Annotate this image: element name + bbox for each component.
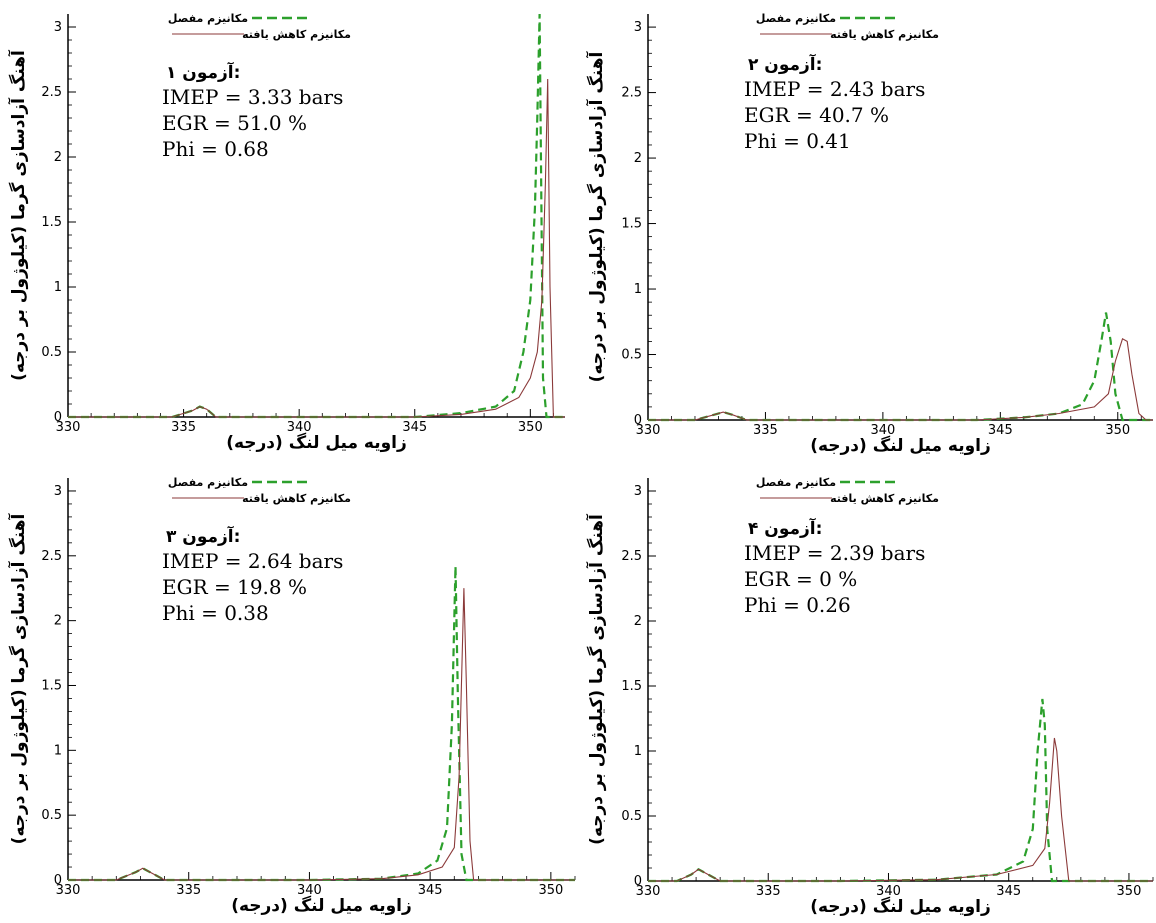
chart-svg: 330 335 340 345 350 0 0.5 1 1.5 2 2.5 3 زاویه میل لن…	[585, 12, 1153, 456]
x-tick-label: 350	[538, 883, 563, 898]
y-tick-label: 0	[634, 874, 642, 889]
series-reduced-line	[648, 337, 1153, 421]
chart-svg: 330 335 340 345 350 0 0.5 1 1.5 2 2.5 3 زاویه میل لن…	[585, 476, 1154, 917]
x-tick-label: 335	[753, 423, 778, 438]
legend-label-reduced: مکانیزم کاهش یافته	[242, 492, 351, 505]
series-reduced-line	[68, 588, 575, 881]
y-tick-label: 3	[54, 20, 62, 35]
y-tick-label: 0	[54, 410, 62, 425]
x-tick-label: 340	[876, 884, 901, 899]
y-tick-label: 2.5	[621, 86, 642, 101]
y-tick-label: 2	[634, 151, 642, 166]
series-detailed-line	[68, 566, 575, 882]
series-reduced-line	[68, 78, 565, 418]
y-tick-label: 0.5	[621, 348, 642, 363]
y-tick-label: 1	[634, 744, 642, 759]
y-tick-label: 2	[54, 150, 62, 165]
y-tick-label: 2.5	[621, 549, 642, 564]
y-tick-label: 1	[634, 282, 642, 297]
x-axis-label: زاویه میل لنگ (درجه)	[810, 896, 991, 917]
x-tick-label: 335	[171, 420, 196, 435]
y-axis-label: آهنگ آزادسازی گرما (کیلوژول بر درجه)	[7, 49, 29, 381]
chart-panel-test-3: 330 335 340 345 350 0 0.5 1 1.5 2 2.5 3 زاویه میل لن…	[0, 464, 578, 923]
y-tick-label: 1.5	[41, 215, 62, 230]
y-tick-label: 0	[54, 873, 62, 888]
annotation-line: Phi = 0.38	[162, 601, 269, 625]
annotation-title: آزمون ۱:	[166, 61, 240, 83]
y-tick-label: 0.5	[41, 345, 62, 360]
x-tick-label: 340	[297, 883, 322, 898]
x-tick-label: 330	[636, 884, 661, 899]
annotation-line: Phi = 0.68	[162, 137, 269, 161]
x-tick-label: 350	[518, 420, 543, 435]
chart-svg: 330 335 340 345 350 0 0.5 1 1.5 2 2.5 3 زاویه میل لن…	[7, 12, 565, 453]
chart-panel-test-1: 330 335 340 345 350 0 0.5 1 1.5 2 2.5 3 زاویه میل لن…	[0, 0, 578, 459]
x-tick-label: 330	[636, 423, 661, 438]
y-tick-label: 2.5	[41, 549, 62, 564]
legend-label-reduced: مکانیزم کاهش یافته	[242, 28, 351, 41]
series-detailed-line	[68, 13, 565, 419]
chart-panel-test-4: 330 335 340 345 350 0 0.5 1 1.5 2 2.5 3 زاویه میل لن…	[578, 464, 1156, 923]
x-tick-label: 350	[1117, 884, 1142, 899]
annotation-line: IMEP = 2.64 bars	[162, 549, 343, 573]
y-axis-label: آهنگ آزادسازی گرما (کیلوژول بر درجه)	[585, 51, 607, 383]
x-tick-label: 330	[56, 883, 81, 898]
annotation-line: EGR = 0 %	[744, 567, 857, 591]
y-tick-label: 2	[54, 614, 62, 629]
annotation-title: آزمون ۴:	[748, 517, 822, 539]
annotation-line: EGR = 19.8 %	[162, 575, 307, 599]
y-tick-label: 1	[54, 280, 62, 295]
annotation-line: IMEP = 2.39 bars	[744, 541, 925, 565]
x-tick-label: 350	[1105, 423, 1130, 438]
annotation-title: آزمون ۳:	[166, 525, 240, 547]
annotation-line: Phi = 0.41	[744, 129, 851, 153]
annotation-line: IMEP = 2.43 bars	[744, 77, 925, 101]
x-axis-label: زاویه میل لنگ (درجه)	[226, 432, 407, 453]
annotation-line: Phi = 0.26	[744, 593, 851, 617]
y-tick-label: 2.5	[41, 85, 62, 100]
x-tick-label: 345	[996, 884, 1021, 899]
legend-label-detailed: مکانیزم مفصل	[756, 12, 836, 25]
annotation-title: آزمون ۲:	[748, 53, 822, 75]
x-axis-label: زاویه میل لنگ (درجه)	[231, 895, 412, 916]
legend-label-detailed: مکانیزم مفصل	[168, 476, 248, 489]
chart-svg: 330 335 340 345 350 0 0.5 1 1.5 2 2.5 3 زاویه میل لن…	[7, 476, 576, 916]
annotation-line: EGR = 40.7 %	[744, 103, 889, 127]
y-tick-label: 0.5	[621, 809, 642, 824]
y-tick-label: 1.5	[621, 679, 642, 694]
y-axis-label: آهنگ آزادسازی گرما (کیلوژول بر درجه)	[585, 513, 607, 845]
legend-label-detailed: مکانیزم مفصل	[168, 12, 248, 25]
y-tick-label: 0.5	[41, 808, 62, 823]
y-axis-label: آهنگ آزادسازی گرما (کیلوژول بر درجه)	[7, 513, 29, 845]
annotation-line: EGR = 51.0 %	[162, 111, 307, 135]
legend-label-detailed: مکانیزم مفصل	[756, 476, 836, 489]
x-tick-label: 345	[418, 883, 443, 898]
x-tick-label: 330	[56, 420, 81, 435]
legend-label-reduced: مکانیزم کاهش یافته	[830, 28, 939, 41]
x-tick-label: 335	[176, 883, 201, 898]
y-tick-label: 3	[634, 20, 642, 35]
y-tick-label: 3	[634, 484, 642, 499]
y-tick-label: 1.5	[621, 217, 642, 232]
x-tick-label: 345	[988, 423, 1013, 438]
annotation-line: IMEP = 3.33 bars	[162, 85, 343, 109]
x-tick-label: 340	[287, 420, 312, 435]
y-tick-label: 2	[634, 614, 642, 629]
legend-label-reduced: مکانیزم کاهش یافته	[830, 492, 939, 505]
x-tick-label: 345	[402, 420, 427, 435]
y-tick-label: 3	[54, 484, 62, 499]
series-reduced-line	[648, 737, 1153, 882]
x-tick-label: 340	[870, 423, 895, 438]
y-tick-label: 1.5	[41, 678, 62, 693]
x-tick-label: 335	[756, 884, 781, 899]
x-axis-label: زاویه میل لنگ (درجه)	[810, 435, 991, 456]
series-detailed-line	[648, 698, 1153, 883]
chart-panel-test-2: 330 335 340 345 350 0 0.5 1 1.5 2 2.5 3 زاویه میل لن…	[578, 0, 1156, 459]
y-tick-label: 1	[54, 743, 62, 758]
series-detailed-line	[648, 312, 1153, 422]
y-tick-label: 0	[634, 413, 642, 428]
